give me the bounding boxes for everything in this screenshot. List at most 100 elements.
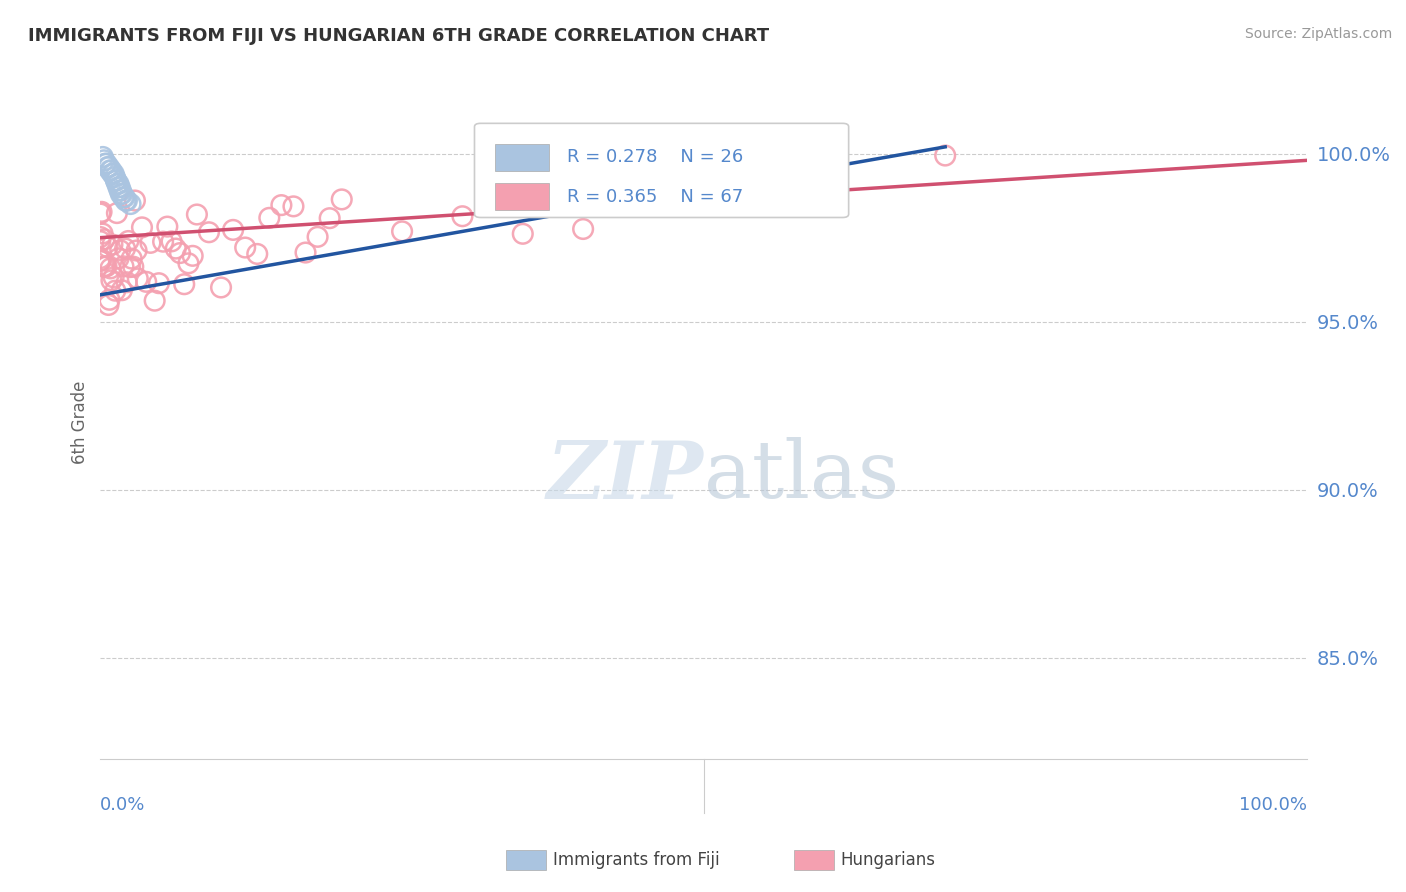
Point bbox=[91, 150, 114, 164]
Point bbox=[934, 148, 956, 162]
Point bbox=[107, 252, 129, 266]
Point bbox=[94, 157, 117, 171]
Point bbox=[813, 140, 835, 154]
Point bbox=[259, 211, 281, 225]
Point bbox=[100, 273, 122, 287]
Point bbox=[97, 298, 120, 312]
Point bbox=[107, 180, 129, 194]
Y-axis label: 6th Grade: 6th Grade bbox=[72, 381, 89, 464]
Point bbox=[90, 204, 112, 219]
Point bbox=[108, 244, 131, 258]
Point bbox=[135, 275, 157, 289]
Point bbox=[307, 230, 329, 244]
Point bbox=[105, 173, 128, 187]
FancyBboxPatch shape bbox=[495, 144, 550, 170]
Point bbox=[101, 237, 124, 252]
Point bbox=[111, 283, 134, 297]
Point bbox=[139, 235, 162, 250]
Point bbox=[100, 261, 122, 276]
Point bbox=[89, 206, 111, 220]
FancyBboxPatch shape bbox=[495, 183, 550, 211]
Point bbox=[148, 276, 170, 290]
Point bbox=[104, 284, 127, 298]
Point bbox=[112, 190, 135, 204]
Point bbox=[169, 246, 191, 260]
Text: Immigrants from Fiji: Immigrants from Fiji bbox=[553, 851, 720, 869]
Point bbox=[112, 260, 135, 274]
Point bbox=[120, 197, 142, 211]
Point bbox=[165, 242, 187, 256]
Point bbox=[114, 242, 136, 256]
Point bbox=[122, 260, 145, 274]
Point bbox=[451, 209, 474, 223]
Point bbox=[246, 247, 269, 261]
Point bbox=[107, 177, 129, 191]
Point bbox=[97, 160, 120, 174]
Point bbox=[105, 173, 128, 187]
Point bbox=[121, 252, 143, 266]
Point bbox=[89, 251, 111, 265]
Point bbox=[186, 207, 208, 221]
Point bbox=[115, 275, 138, 289]
Point bbox=[222, 223, 245, 237]
Point bbox=[118, 260, 141, 274]
Point bbox=[100, 163, 122, 178]
Point bbox=[89, 253, 111, 268]
Point bbox=[318, 211, 340, 226]
Text: ZIP: ZIP bbox=[547, 438, 704, 515]
Point bbox=[233, 241, 256, 255]
Text: 0.0%: 0.0% bbox=[100, 796, 146, 814]
Point bbox=[89, 230, 111, 244]
Point bbox=[173, 277, 195, 292]
Text: R = 0.365    N = 67: R = 0.365 N = 67 bbox=[568, 187, 744, 206]
Point bbox=[97, 160, 120, 174]
Point bbox=[89, 234, 111, 248]
Point bbox=[117, 234, 139, 248]
Point bbox=[108, 180, 131, 194]
Point bbox=[160, 235, 183, 249]
Point bbox=[96, 240, 118, 254]
Text: atlas: atlas bbox=[704, 437, 898, 516]
Point bbox=[101, 167, 124, 181]
Point bbox=[103, 167, 125, 181]
Point bbox=[572, 222, 595, 236]
Point bbox=[181, 249, 204, 263]
Point bbox=[93, 232, 115, 246]
Point bbox=[330, 193, 353, 207]
Point bbox=[391, 224, 413, 238]
Point bbox=[693, 153, 716, 168]
Text: Source: ZipAtlas.com: Source: ZipAtlas.com bbox=[1244, 27, 1392, 41]
Text: Hungarians: Hungarians bbox=[841, 851, 936, 869]
Point bbox=[114, 194, 136, 208]
Text: 100.0%: 100.0% bbox=[1239, 796, 1308, 814]
Point bbox=[512, 227, 534, 241]
Point bbox=[98, 163, 121, 178]
Point bbox=[98, 293, 121, 307]
Point bbox=[89, 253, 111, 268]
Point bbox=[110, 184, 132, 198]
Point bbox=[103, 270, 125, 285]
Point bbox=[94, 260, 117, 274]
Point bbox=[124, 194, 146, 208]
Point bbox=[104, 170, 127, 185]
Point bbox=[96, 157, 118, 171]
Point bbox=[110, 186, 132, 201]
Point bbox=[156, 219, 179, 234]
Point bbox=[198, 225, 221, 239]
Point bbox=[152, 235, 174, 249]
Point bbox=[270, 198, 292, 212]
Point bbox=[111, 186, 134, 201]
Text: IMMIGRANTS FROM FIJI VS HUNGARIAN 6TH GRADE CORRELATION CHART: IMMIGRANTS FROM FIJI VS HUNGARIAN 6TH GR… bbox=[28, 27, 769, 45]
Point bbox=[283, 199, 305, 213]
Point bbox=[177, 256, 200, 270]
Point bbox=[125, 244, 148, 258]
Point bbox=[105, 177, 128, 191]
Point bbox=[105, 206, 128, 220]
Point bbox=[91, 227, 114, 241]
Point bbox=[108, 184, 131, 198]
Point bbox=[96, 259, 118, 273]
Point bbox=[131, 220, 153, 235]
Point bbox=[294, 245, 316, 260]
FancyBboxPatch shape bbox=[474, 123, 849, 218]
Point bbox=[143, 293, 166, 308]
